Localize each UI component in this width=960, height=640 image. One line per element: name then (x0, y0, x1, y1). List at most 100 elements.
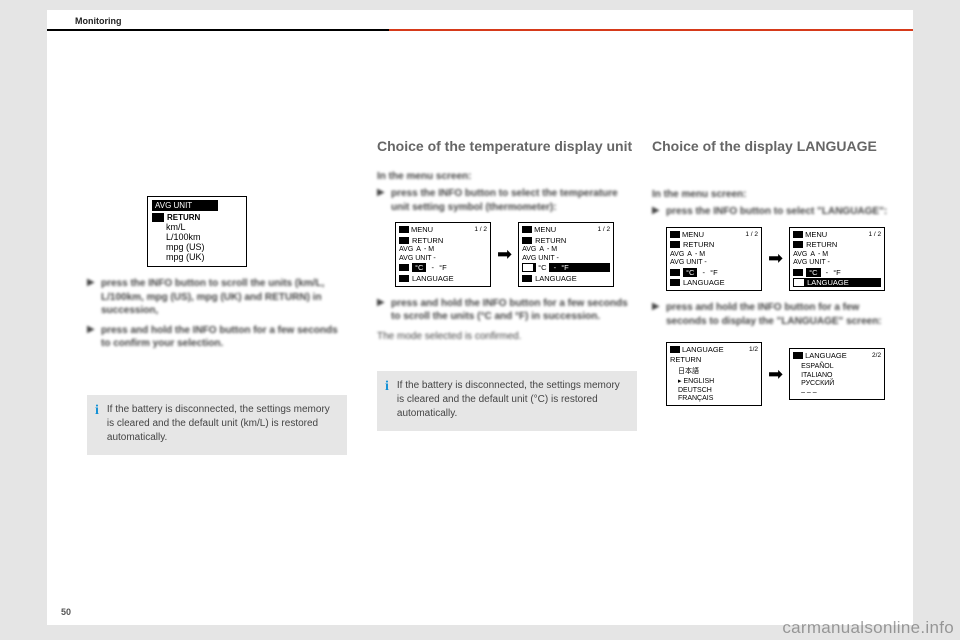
temp-f: °F (710, 268, 718, 277)
temp-dash: - (552, 263, 559, 272)
langbox-page: 1/2 (749, 346, 758, 353)
menu-box-after: MENU1 / 2 RETURN AVGA- M AVG UNIT - °C -… (789, 227, 885, 292)
column-left: AVG UNIT RETURN km/L L/100km mpg (US) mp… (87, 138, 347, 455)
intro-line: In the menu screen: (652, 188, 897, 202)
fig-return-label: RETURN (167, 213, 200, 222)
avg-sel: A (687, 251, 692, 258)
lang-item: 日本語 (670, 366, 758, 376)
menu-icon (522, 226, 532, 233)
avgunit-label: AVG UNIT - (522, 255, 559, 262)
avg-label: AVG (793, 251, 807, 258)
fig-option: mpg (US) (152, 242, 242, 252)
avg-sel: A (416, 246, 421, 253)
menu-box-before: MENU1 / 2 RETURN AVGA- M AVG UNIT - °C -… (395, 222, 491, 287)
arrow-icon: ➡ (768, 248, 783, 269)
info-callout: i If the battery is disconnected, the se… (377, 371, 637, 431)
bullet-text: press and hold the INFO button for a few… (391, 297, 637, 324)
section-label: Monitoring (75, 16, 122, 26)
menu-label: MENU (682, 230, 704, 239)
return-icon (399, 237, 409, 244)
arrow-icon: ➡ (497, 244, 512, 265)
avg-rest: - M (695, 251, 705, 258)
temp-f: °F (439, 263, 447, 272)
info-icon: i (95, 404, 99, 418)
menu-box-before: MENU1 / 2 RETURN AVGA- M AVG UNIT - °C -… (666, 227, 762, 292)
temp-c: °C (683, 268, 697, 277)
bullet-text: press the INFO button to scroll the unit… (101, 277, 347, 318)
thermo-icon (670, 269, 680, 276)
menu-box-after: MENU1 / 2 RETURN AVGA- M AVG UNIT - °C -… (518, 222, 614, 287)
thermo-icon (399, 264, 409, 271)
arrow-icon: ➡ (768, 364, 783, 385)
fig-option: km/L (152, 222, 242, 232)
column-right: Choice of the display LANGUAGE In the me… (652, 138, 897, 416)
lang-label: LANGUAGE (683, 278, 725, 287)
temp-c: °C (412, 263, 426, 272)
column-heading: Choice of the temperature display unit (377, 138, 637, 156)
menu-page: 1 / 2 (597, 226, 610, 233)
lang-label: LANGUAGE (807, 278, 849, 287)
temp-f: °F (561, 263, 569, 272)
bullet: ▶ press the INFO button to select the te… (377, 187, 637, 214)
return-label: RETURN (806, 240, 837, 249)
return-label: RETURN (535, 236, 566, 245)
bullet-text: press the INFO button to select "LANGUAG… (666, 205, 887, 219)
bullet: ▶ press the INFO button to select "LANGU… (652, 205, 897, 219)
lang-icon (670, 279, 680, 286)
temp-c: °C (806, 268, 820, 277)
temp-dash: - (700, 268, 707, 277)
fig-return-row: RETURN (152, 213, 242, 222)
bullet-text: press the INFO button to select the temp… (391, 187, 637, 214)
avg-sel: A (810, 251, 815, 258)
lang-box-1: LANGUAGE1/2 RETURN 日本語 ENGLISH DEUTSCH F… (666, 342, 762, 406)
lang-menu-figure: MENU1 / 2 RETURN AVGA- M AVG UNIT - °C -… (666, 227, 897, 292)
avgunit-label: AVG UNIT - (793, 259, 830, 266)
avgunit-label: AVG UNIT - (670, 259, 707, 266)
column-middle: Choice of the temperature display unit I… (377, 138, 637, 431)
avg-rest: - M (818, 251, 828, 258)
langbox-title: LANGUAGE (682, 345, 724, 354)
menu-icon (399, 226, 409, 233)
temp-c: °C (536, 263, 548, 272)
temp-dash: - (824, 268, 831, 277)
column-heading: Choice of the display LANGUAGE (652, 138, 897, 156)
return-icon (670, 241, 680, 248)
bullet-text: press and hold the INFO button for a few… (666, 301, 897, 328)
menu-page: 1 / 2 (474, 226, 487, 233)
lang-item: FRANÇAIS (670, 395, 758, 402)
bullet-marker: ▶ (87, 277, 101, 318)
lang-icon (522, 275, 532, 282)
info-text: If the battery is disconnected, the sett… (107, 403, 337, 445)
lang-icon (399, 275, 409, 282)
return-icon (152, 213, 164, 222)
lang-item: ITALIANO (793, 372, 881, 379)
info-callout: i If the battery is disconnected, the se… (87, 395, 347, 455)
lang-label: LANGUAGE (535, 274, 577, 283)
bullet-marker: ▶ (87, 324, 101, 351)
bullet-marker: ▶ (652, 301, 666, 328)
menu-icon (670, 231, 680, 238)
avg-label: AVG (670, 251, 684, 258)
return-icon (522, 237, 532, 244)
header-rule-accent (389, 29, 913, 31)
lang-list-figure: LANGUAGE1/2 RETURN 日本語 ENGLISH DEUTSCH F… (666, 342, 897, 406)
return-icon (793, 241, 803, 248)
thermo-icon (523, 264, 533, 271)
langbox-page: 2/2 (872, 352, 881, 359)
bullet: ▶ press and hold the INFO button for a f… (377, 297, 637, 324)
bullet-marker: ▶ (652, 205, 666, 219)
temp-menu-figure: MENU1 / 2 RETURN AVGA- M AVG UNIT - °C -… (395, 222, 637, 287)
menu-label: MENU (411, 225, 433, 234)
watermark: carmanualsonline.info (782, 618, 954, 638)
lang-icon (793, 352, 803, 359)
intro-line: In the menu screen: (377, 170, 637, 184)
lang-item: – – – (793, 389, 881, 396)
lang-item: DEUTSCH (670, 387, 758, 394)
bullet: ▶ press and hold the INFO button for a f… (652, 301, 897, 328)
temp-dash: - (429, 263, 436, 272)
confirm-line: The mode selected is confirmed. (377, 330, 637, 344)
menu-page: 1 / 2 (868, 231, 881, 238)
avg-unit-figure: AVG UNIT RETURN km/L L/100km mpg (US) mp… (147, 196, 247, 267)
avg-rest: - M (424, 246, 434, 253)
return-label: RETURN (412, 236, 443, 245)
